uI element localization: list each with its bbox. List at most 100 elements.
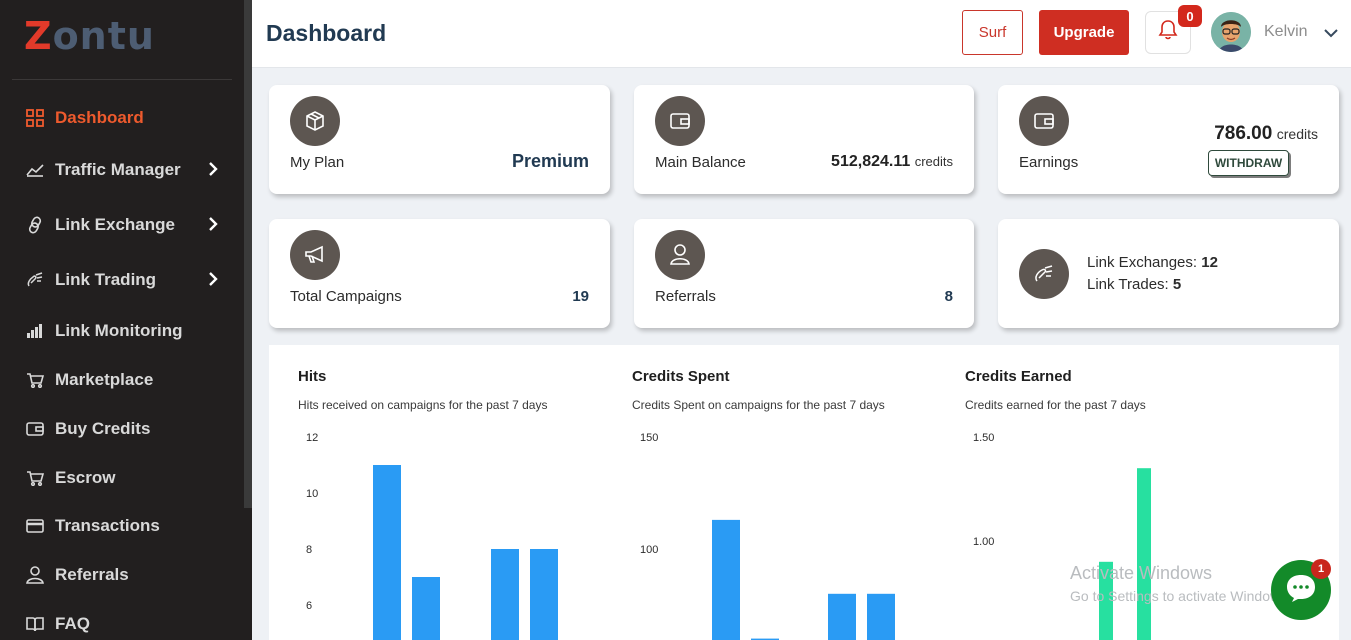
y-tick-label: 1.50 [973,432,994,444]
sidebar-item-buy-credits[interactable]: Buy Credits [24,415,224,443]
main-balance-unit: credits [914,154,953,169]
y-tick-label: 12 [306,432,318,444]
link-exchanges-value: 12 [1201,254,1218,271]
referrals-label: Referrals [655,288,716,305]
card-icon [24,516,46,536]
hits-chart-plot: 12 10 8 6 [306,432,558,640]
sidebar-item-label: Referrals [55,565,129,584]
main-balance-value: 512,824.11 [831,153,911,170]
sidebar-item-link-trading[interactable]: Link Trading [24,266,224,294]
link-exchanges-row: Link Exchanges: 12 [1087,254,1218,271]
sidebar-item-label: Link Trading [55,270,157,289]
sidebar-item-link-monitoring[interactable]: Link Monitoring [24,317,224,345]
link-trade-icon [24,270,46,290]
bell-icon [1158,19,1178,46]
book-icon [24,614,46,634]
sidebar-item-traffic-manager[interactable]: Traffic Manager [24,156,224,184]
sidebar-item-label: Transactions [55,516,160,535]
upgrade-button[interactable]: Upgrade [1039,10,1129,55]
chart-bar[interactable] [712,519,740,640]
chart-bar[interactable] [412,577,440,640]
chart-subtitle: Hits received on campaigns for the past … [298,398,548,412]
windows-watermark-title: Activate Windows [1070,563,1213,583]
cart-icon [24,468,46,488]
earnings-value: 786.00 [1214,123,1273,144]
links-card: Link Exchanges: 12 Link Trades: 5 [998,219,1339,328]
sidebar-item-link-exchange[interactable]: Link Exchange [24,211,224,239]
surf-button[interactable]: Surf [962,10,1023,55]
sidebar-item-referrals[interactable]: Referrals [24,561,224,589]
chart-title: Hits [298,368,327,385]
chart-bar[interactable] [530,549,558,640]
sidebar-item-transactions[interactable]: Transactions [24,512,224,540]
chart-subtitle: Credits Spent on campaigns for the past … [632,398,885,412]
link-icon [24,215,46,235]
wallet-icon [1019,96,1069,146]
sidebar-item-dashboard[interactable]: Dashboard [24,104,224,132]
grid-icon [24,108,46,128]
y-tick-label: 10 [306,488,318,500]
chart-bar[interactable] [751,638,779,640]
earnings-card: Earnings 786.00 credits WITHDRAW [998,85,1339,194]
notification-count-badge: 0 [1178,5,1202,27]
link-trades-value: 5 [1172,276,1182,293]
total-campaigns-label: Total Campaigns [290,288,402,305]
chat-bubble-icon [1284,572,1318,609]
sidebar-item-label: Link Exchange [55,215,175,234]
sidebar-item-label: Traffic Manager [55,160,181,179]
cart-icon [24,370,46,390]
referrals-value: 8 [944,288,953,305]
main-balance-label: Main Balance [655,154,746,171]
chart-bar[interactable] [1137,468,1151,640]
y-tick-label: 1.00 [973,536,994,548]
bar-chart-icon [24,321,46,341]
chevron-right-icon [208,271,218,291]
credits-earned-chart-plot: 1.50 1.00 [973,432,1151,640]
chart-title: Credits Earned [965,368,1072,385]
sidebar-item-label: Escrow [55,468,116,487]
y-tick-label: 100 [640,544,658,556]
chart-bar[interactable] [828,593,856,640]
chevron-right-icon [208,161,218,181]
sidebar-item-label: Marketplace [55,370,154,389]
avatar[interactable] [1211,12,1251,52]
my-plan-label: My Plan [290,154,345,171]
sidebar-item-label: Dashboard [55,108,144,127]
page-title: Dashboard [266,20,387,46]
chart-bar[interactable] [867,593,895,640]
my-plan-card: My Plan Premium [269,85,610,194]
link-trades-row: Link Trades: 5 [1087,276,1181,293]
total-campaigns-card: Total Campaigns 19 [269,219,610,328]
sidebar-item-faq[interactable]: FAQ [24,610,224,638]
sidebar: Zontu Dashboard Traffic Manager Link Exc… [0,0,252,640]
trend-icon [24,160,46,180]
zontu-logo[interactable]: Zontu [24,14,155,58]
sidebar-item-label: Buy Credits [55,419,151,438]
y-tick-label: 150 [640,432,658,444]
earnings-unit: credits [1276,126,1318,142]
chart-bar[interactable] [491,549,519,640]
chevron-right-icon [208,216,218,236]
withdraw-button[interactable]: WITHDRAW [1208,150,1289,176]
sidebar-item-label: Link Monitoring [55,321,183,340]
credits-spent-chart-plot: 150 100 [640,432,895,640]
earnings-label: Earnings [1019,154,1079,171]
y-tick-label: 6 [306,600,312,612]
wallet-icon [24,419,46,439]
sidebar-item-marketplace[interactable]: Marketplace [24,366,224,394]
chart-bar[interactable] [1099,561,1113,640]
sidebar-item-label: FAQ [55,614,90,633]
chevron-down-icon[interactable] [1324,25,1338,43]
sidebar-item-escrow[interactable]: Escrow [24,464,224,492]
box-icon [290,96,340,146]
main-balance-value-group: 512,824.11 credits [831,153,953,171]
chart-bar[interactable] [373,465,401,640]
user-name[interactable]: Kelvin [1264,23,1308,40]
wallet-icon [655,96,705,146]
referrals-card: Referrals 8 [634,219,974,328]
charts-panel: Hits Hits received on campaigns for the … [269,345,1339,640]
my-plan-value: Premium [511,151,589,171]
windows-watermark-subtitle: Go to Settings to activate Windows. [1070,588,1291,604]
total-campaigns-value: 19 [572,288,589,305]
sidebar-scrollbar[interactable] [244,0,252,508]
